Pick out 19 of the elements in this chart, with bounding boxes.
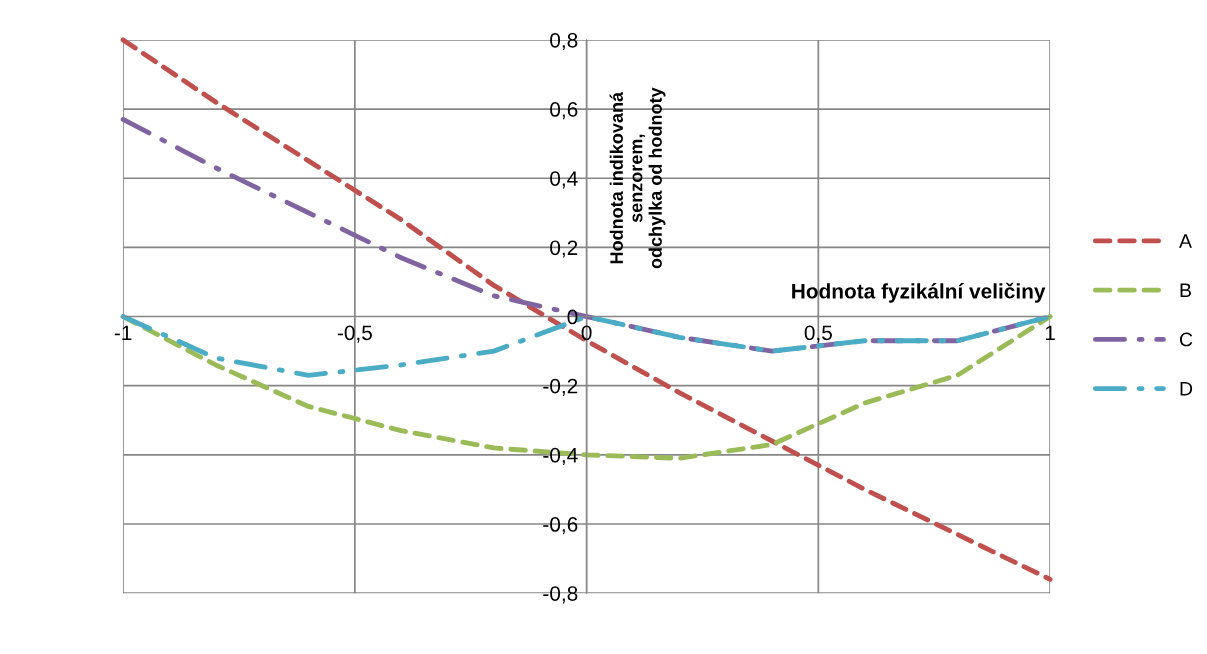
legend-label: B xyxy=(1180,283,1191,297)
x-tick-label: 1 xyxy=(1045,325,1055,340)
x-tick-label: -1 xyxy=(114,325,132,340)
y-tick-label: -0,6 xyxy=(543,517,578,535)
legend-label: C xyxy=(1180,332,1193,347)
x-tick-label: 0 xyxy=(581,325,592,341)
y-tick-label: 0 xyxy=(567,309,578,325)
x-tick-label: 0,5 xyxy=(804,325,832,343)
y-axis-title: Hodnota indikovaná senzorem, odchylka od hodnoty xyxy=(609,87,666,269)
y-tick-label: 0,6 xyxy=(550,102,578,120)
y-tick-label: -0,8 xyxy=(543,586,578,604)
y-tick-label: 0,4 xyxy=(550,171,578,189)
x-tick-label: -0,5 xyxy=(337,325,372,343)
legend-label: A xyxy=(1179,234,1192,248)
legend-label: D xyxy=(1180,382,1193,396)
y-tick-label: 0,2 xyxy=(550,240,578,258)
y-tick-label: -0,2 xyxy=(543,378,578,396)
y-tick-label: 0,8 xyxy=(550,32,578,51)
x-axis-title: Hodnota fyzikální veličiny xyxy=(792,282,1046,303)
